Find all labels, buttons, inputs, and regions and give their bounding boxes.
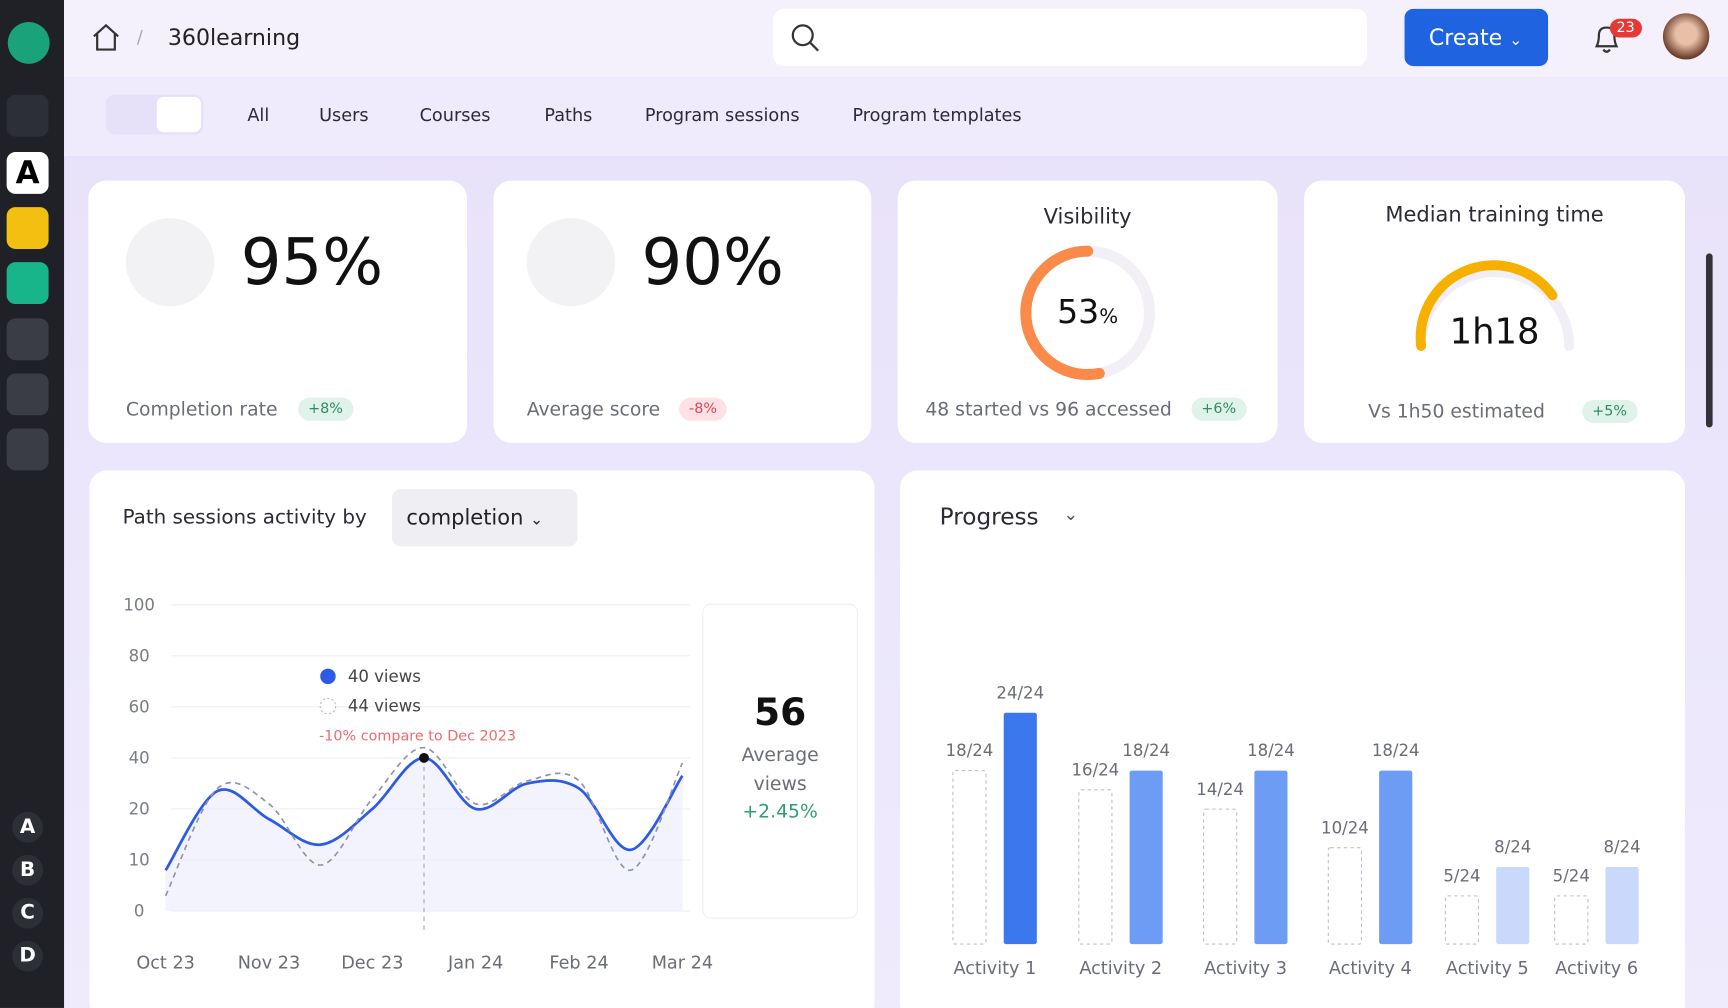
- kpi-delta: +5%: [1582, 399, 1638, 424]
- kpi-label: Vs 1h50 estimated: [1368, 400, 1545, 424]
- tab[interactable]: Program templates: [852, 104, 1022, 126]
- kpi-card: Visibility 53% 48 started vs 96 accessed…: [897, 180, 1278, 443]
- tab[interactable]: Courses: [419, 104, 491, 126]
- kpi-value: 53%: [898, 293, 1278, 332]
- summary-delta: +2.45%: [742, 800, 818, 823]
- activity-card: Path sessions activity by completion ⌄ 5…: [89, 470, 875, 1008]
- ring-unit: %: [1099, 305, 1119, 329]
- kpi-label: Average score: [526, 398, 661, 421]
- letter[interactable]: B: [12, 854, 44, 886]
- tab[interactable]: Paths: [544, 104, 593, 126]
- summary-box: 56 Average views +2.45%: [702, 603, 858, 919]
- kpi-label: Completion rate: [125, 398, 278, 421]
- tab[interactable]: Users: [319, 104, 369, 126]
- workspace[interactable]: A: [6, 152, 49, 194]
- home-icon[interactable]: [6, 94, 49, 137]
- bell-icon[interactable]: [1590, 22, 1623, 57]
- kpi-title: Visibility: [1043, 204, 1132, 230]
- kpi-value: 1h18: [1449, 310, 1540, 353]
- create-button[interactable]: Create ⌄: [1404, 8, 1549, 67]
- top-bar: / 360learning Create ⌄ 23: [64, 0, 1728, 78]
- tab[interactable]: Program sessions: [644, 104, 800, 126]
- search-box[interactable]: [772, 8, 1367, 67]
- app-icon[interactable]: [6, 428, 49, 471]
- dropdown-label: completion: [406, 505, 524, 530]
- kpi-title: Median training time: [1385, 202, 1604, 227]
- chevron[interactable]: ⌄: [1063, 503, 1079, 525]
- create-label: Create: [1428, 24, 1503, 51]
- dropdown[interactable]: completion ⌄: [391, 489, 578, 547]
- chart-title: Path sessions activity by: [122, 505, 367, 529]
- kpi-delta: +8%: [298, 397, 353, 421]
- app-icon[interactable]: [6, 207, 49, 249]
- avatar[interactable]: [1662, 13, 1710, 60]
- logo[interactable]: [7, 22, 50, 64]
- kpi-card: Median training time 1h18 Vs 1h50 estima…: [1304, 180, 1686, 443]
- sidebar: A A B C D: [0, 0, 65, 1008]
- view-toggle[interactable]: [106, 94, 204, 135]
- kpi-value: 95%: [240, 224, 384, 300]
- kpi-card: 90% Average score -8%: [493, 180, 872, 443]
- notification-badge: 23: [1609, 18, 1642, 38]
- summary-label: Average views: [741, 744, 819, 796]
- breadcrumb[interactable]: 360learning: [167, 24, 301, 51]
- letter[interactable]: D: [12, 940, 44, 972]
- kpi-card: 95% Completion rate +8%: [88, 180, 468, 443]
- summary-value: 56: [753, 690, 807, 735]
- app-icon[interactable]: [6, 373, 49, 416]
- tab[interactable]: All: [247, 104, 270, 126]
- scrollbar[interactable]: [1705, 253, 1713, 428]
- kpi-label: 48 started vs 96 accessed: [925, 398, 1172, 421]
- progress-card: Progress ⌄: [899, 470, 1686, 1008]
- kpi-value: 90%: [641, 224, 784, 300]
- letter[interactable]: C: [12, 897, 44, 929]
- separator: /: [136, 26, 143, 48]
- gauge: [1415, 260, 1575, 351]
- tab-bar: [64, 77, 1728, 158]
- chart-title: Progress: [939, 503, 1039, 530]
- home-icon[interactable]: [91, 22, 122, 53]
- ring-value: 53: [1057, 293, 1100, 332]
- app-icon[interactable]: [6, 262, 49, 305]
- kpi-delta: +6%: [1191, 397, 1247, 421]
- app-icon[interactable]: [6, 318, 49, 361]
- letter[interactable]: A: [12, 811, 44, 843]
- kpi-delta: -8%: [679, 397, 727, 421]
